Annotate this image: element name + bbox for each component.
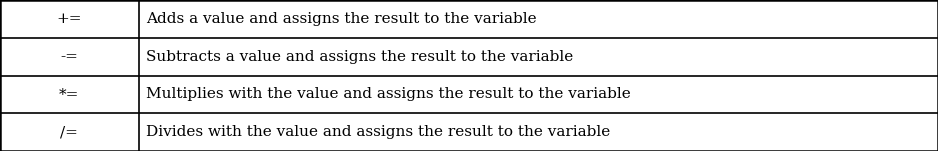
Text: /=: /= bbox=[60, 125, 79, 139]
Text: Divides with the value and assigns the result to the variable: Divides with the value and assigns the r… bbox=[146, 125, 611, 139]
Text: -=: -= bbox=[60, 50, 79, 64]
Text: +=: += bbox=[56, 12, 83, 26]
Text: Adds a value and assigns the result to the variable: Adds a value and assigns the result to t… bbox=[146, 12, 537, 26]
Text: Multiplies with the value and assigns the result to the variable: Multiplies with the value and assigns th… bbox=[146, 87, 631, 101]
Text: Subtracts a value and assigns the result to the variable: Subtracts a value and assigns the result… bbox=[146, 50, 573, 64]
Text: *=: *= bbox=[59, 87, 80, 101]
